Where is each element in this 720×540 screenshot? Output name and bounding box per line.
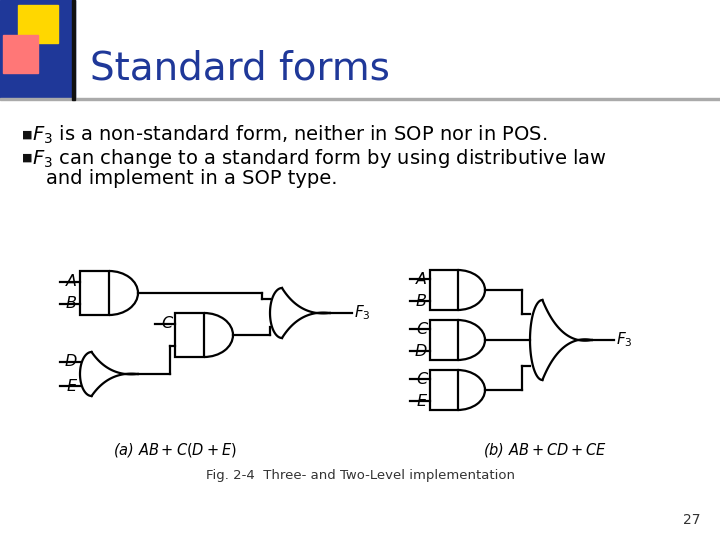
Text: $F_3$ is a non-standard form, neither in SOP nor in POS.: $F_3$ is a non-standard form, neither in… — [32, 124, 547, 146]
Text: Fig. 2-4  Three- and Two-Level implementation: Fig. 2-4 Three- and Two-Level implementa… — [205, 469, 515, 482]
Text: $F_3$: $F_3$ — [354, 303, 371, 322]
Text: and implement in a SOP type.: and implement in a SOP type. — [46, 168, 338, 187]
Text: C: C — [416, 321, 427, 336]
Text: (a) $AB + C(D + E)$: (a) $AB + C(D + E)$ — [113, 441, 237, 459]
Text: E: E — [67, 379, 77, 394]
Text: ■: ■ — [22, 130, 32, 140]
Text: ■: ■ — [22, 153, 32, 163]
Text: $F_3$ can change to a standard form by using distributive law: $F_3$ can change to a standard form by u… — [32, 146, 607, 170]
Bar — [0, 0, 75, 98]
Text: A: A — [66, 274, 77, 289]
Bar — [3, 35, 38, 73]
Bar — [72, 0, 75, 100]
Bar — [175, 313, 204, 357]
Text: $F_3$: $F_3$ — [616, 330, 633, 349]
Text: C: C — [416, 372, 427, 387]
Bar — [0, 98, 720, 99]
Bar — [430, 320, 457, 360]
Text: Standard forms: Standard forms — [90, 49, 390, 87]
Text: E: E — [417, 394, 427, 408]
Text: B: B — [416, 294, 427, 308]
Text: 27: 27 — [683, 513, 700, 527]
Text: D: D — [415, 343, 427, 359]
Text: A: A — [416, 272, 427, 287]
Text: B: B — [66, 296, 77, 312]
Bar — [80, 271, 109, 315]
Bar — [430, 270, 457, 310]
Text: (b) $AB + CD + CE$: (b) $AB + CD + CE$ — [483, 441, 607, 459]
Bar — [430, 370, 457, 410]
Text: C: C — [161, 316, 172, 332]
Bar — [18, 5, 58, 43]
Text: D: D — [65, 354, 77, 369]
